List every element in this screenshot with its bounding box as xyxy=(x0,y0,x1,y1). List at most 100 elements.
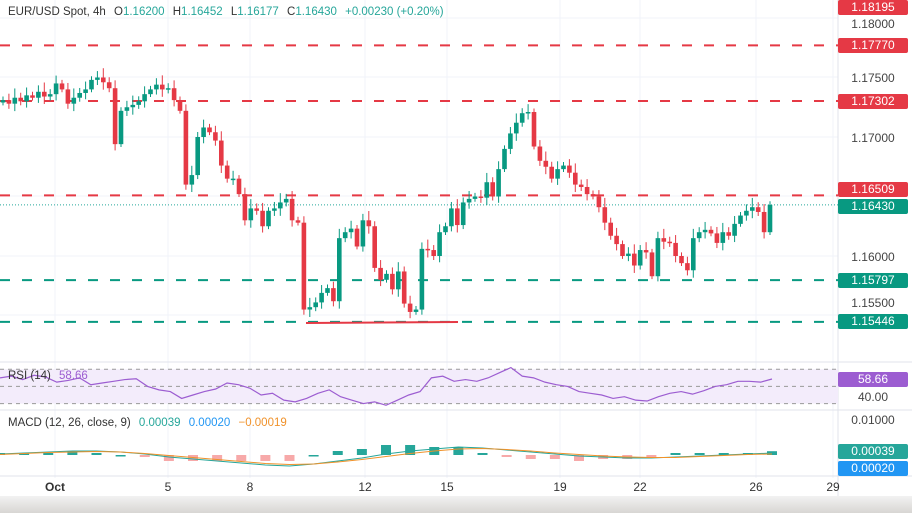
candle-up xyxy=(696,232,702,239)
macd-histogram-bar xyxy=(405,445,416,455)
candle-up xyxy=(319,292,324,303)
candle-down xyxy=(596,196,602,208)
candle-down xyxy=(407,303,413,312)
candle-up xyxy=(626,253,631,256)
candle-up xyxy=(130,104,136,108)
candle-up xyxy=(738,215,743,224)
candle-up xyxy=(47,94,53,97)
candle-up xyxy=(248,208,254,221)
price-tick-label: 1.16000 xyxy=(851,250,895,264)
macd-histogram-bar xyxy=(43,453,54,455)
price-level-tag: 1.16430 xyxy=(838,199,908,214)
candle-up xyxy=(307,307,313,310)
candle-up xyxy=(342,232,348,239)
candle-down xyxy=(708,229,714,234)
macd-histogram-bar xyxy=(381,445,391,455)
symbol-title: EUR/USD Spot, 4h xyxy=(8,6,106,18)
candle-down xyxy=(425,248,431,251)
candle-up xyxy=(0,100,6,103)
trendline xyxy=(305,321,459,324)
candle-down xyxy=(101,77,106,83)
candle-down xyxy=(620,244,625,256)
price-level-tag: 1.17770 xyxy=(838,38,908,53)
candle-up xyxy=(24,95,29,102)
candle-up xyxy=(95,77,100,80)
candle-down xyxy=(685,263,690,271)
candle-down xyxy=(649,252,655,277)
price-tick-label: 1.15500 xyxy=(851,296,895,310)
time-tick-label: 15 xyxy=(440,480,454,494)
candle-down xyxy=(543,160,549,167)
macd-histogram-bar xyxy=(260,455,271,461)
change-value: +0.00230 (+0.20%) xyxy=(345,6,444,18)
candle-up xyxy=(53,83,59,95)
candle-up xyxy=(460,202,466,226)
candle-down xyxy=(632,253,637,266)
candle-up xyxy=(437,232,442,256)
candle-up xyxy=(496,169,501,197)
candle-up xyxy=(519,113,525,123)
signal-line xyxy=(0,447,773,466)
time-tick-label: 19 xyxy=(553,480,567,494)
macd-histogram-bar xyxy=(332,451,343,455)
candle-up xyxy=(195,137,200,176)
candle-down xyxy=(354,228,360,247)
price-level-tag: 1.15797 xyxy=(838,273,908,288)
candle-up xyxy=(655,238,661,277)
time-tick-label: Oct xyxy=(44,480,66,494)
candle-down xyxy=(65,89,71,104)
candle-up xyxy=(283,198,289,203)
candle-up xyxy=(148,89,153,95)
candle-down xyxy=(18,97,23,102)
candle-up xyxy=(484,182,490,198)
candle-up xyxy=(36,91,41,98)
candle-down xyxy=(390,273,395,290)
candle-down xyxy=(673,242,678,256)
candle-down xyxy=(183,110,189,185)
candle-down xyxy=(171,88,177,101)
candle-down xyxy=(30,95,35,98)
macd-histogram-bar xyxy=(694,453,705,455)
candle-up xyxy=(142,94,147,102)
macd-histogram-bar xyxy=(525,455,536,459)
candle-up xyxy=(165,88,171,90)
candle-down xyxy=(614,235,619,245)
close-value: 1.16430 xyxy=(295,6,337,18)
candle-up xyxy=(443,226,448,233)
candle-down xyxy=(177,100,183,111)
histogram-value: −0.00019 xyxy=(238,417,287,429)
candle-down xyxy=(295,220,301,223)
candle-up xyxy=(449,208,454,227)
candle-up xyxy=(348,228,354,233)
rsi-legend: RSI (14) 58.66 xyxy=(8,370,93,382)
bottom-bar xyxy=(0,496,912,513)
time-tick-label: 22 xyxy=(633,480,647,494)
candle-down xyxy=(714,233,720,243)
macd-histogram-bar xyxy=(718,453,729,455)
time-tick-label: 12 xyxy=(358,480,372,494)
candle-down xyxy=(584,186,590,195)
high-label: H xyxy=(172,6,182,18)
candle-up xyxy=(201,127,206,137)
candle-down xyxy=(366,220,372,227)
price-tick-label: 1.17000 xyxy=(851,131,895,145)
candle-up xyxy=(767,204,773,233)
candle-up xyxy=(691,238,696,271)
candle-up xyxy=(514,122,519,134)
candle-down xyxy=(755,207,761,212)
low-label: L xyxy=(230,6,238,18)
candle-up xyxy=(89,79,94,90)
candle-down xyxy=(331,288,336,302)
candle-up xyxy=(555,169,560,179)
candle-up xyxy=(396,271,401,290)
low-value: 1.16177 xyxy=(237,6,279,18)
candle-down xyxy=(602,207,608,223)
macd-histogram-bar xyxy=(549,455,560,459)
candle-down xyxy=(236,178,242,195)
close-label: C xyxy=(287,6,296,18)
macd-histogram-bar xyxy=(501,455,512,457)
candle-up xyxy=(154,84,159,90)
macd-histogram-bar xyxy=(212,455,223,461)
candle-up xyxy=(413,309,419,312)
